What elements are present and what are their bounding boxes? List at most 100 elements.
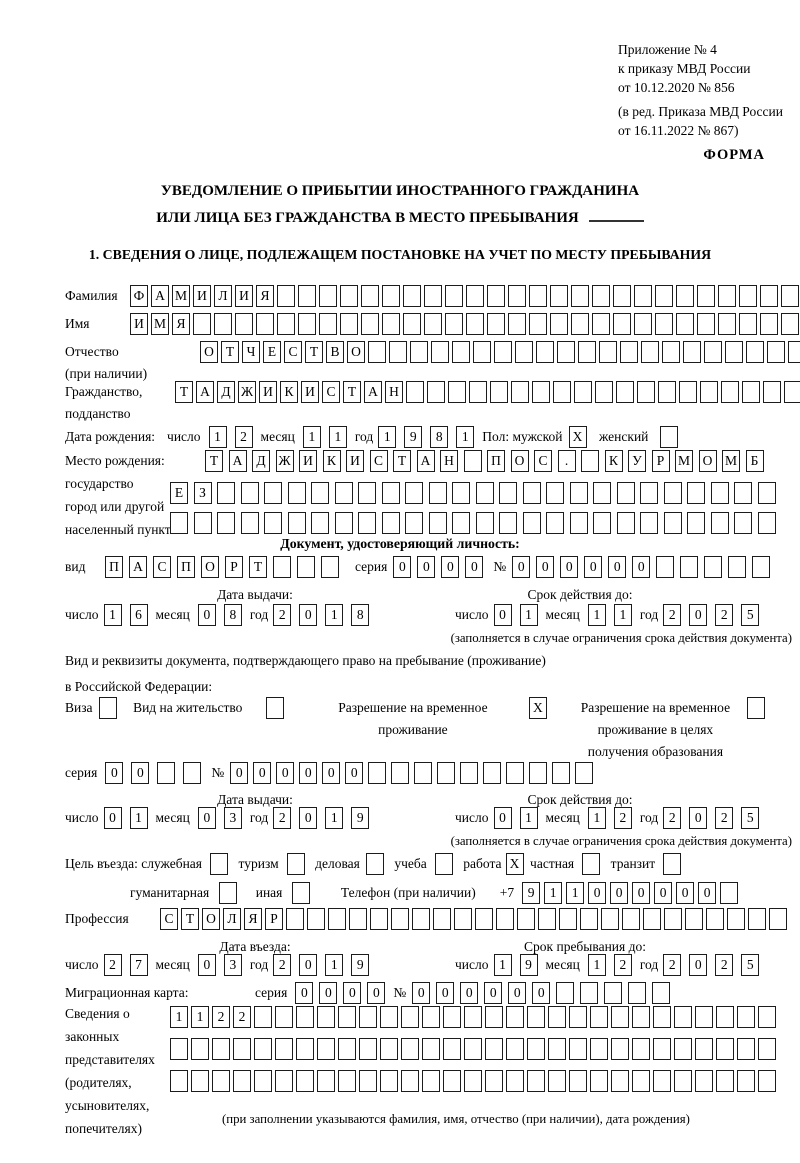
char-cell xyxy=(380,1070,398,1092)
char-cell xyxy=(256,313,274,335)
char-cell: X xyxy=(528,697,547,719)
representatives-label-line3: представителях xyxy=(65,1052,155,1067)
char-cell: А xyxy=(228,450,247,472)
char-cell xyxy=(212,1038,230,1060)
residence-doc-intro2: в Российской Федерации: xyxy=(65,679,213,694)
purpose-work-label: работа xyxy=(463,856,502,871)
char-cell xyxy=(499,512,517,534)
char-cell: 0 xyxy=(560,556,579,578)
char-cell xyxy=(334,482,353,504)
char-cell xyxy=(697,313,715,335)
char-cell xyxy=(496,908,514,930)
entry-purpose-row2: гуманитарная иная Телефон (при наличии) … xyxy=(130,882,742,904)
birth-place-label-line1: Место рождения: xyxy=(65,453,165,468)
representatives-label-line2: законных xyxy=(65,1029,120,1044)
char-cell xyxy=(389,341,407,363)
residence-permit-option: Вид на жительство xyxy=(133,697,287,719)
char-cell xyxy=(746,341,764,363)
char-cell xyxy=(748,908,766,930)
char-cell: Т xyxy=(181,908,199,930)
temp-residence-label: Разрешение на временное проживание xyxy=(313,697,513,741)
char-cell xyxy=(157,762,176,784)
char-cell: Я xyxy=(256,285,274,307)
char-cell: 0 xyxy=(197,954,216,976)
char-cell: 9 xyxy=(404,426,423,448)
char-cell xyxy=(532,381,550,403)
char-cell xyxy=(662,341,680,363)
char-cell xyxy=(311,482,329,504)
char-cell xyxy=(275,1070,293,1092)
char-cell xyxy=(296,1070,314,1092)
char-cell xyxy=(406,381,424,403)
char-cell xyxy=(287,482,306,504)
char-cell xyxy=(546,482,564,504)
char-cell xyxy=(298,285,316,307)
char-cell xyxy=(219,882,238,904)
char-cell: X xyxy=(568,426,587,448)
char-cell xyxy=(725,341,743,363)
visa-checkbox xyxy=(98,697,120,719)
char-cell: З xyxy=(193,482,212,504)
representatives-cells-row3 xyxy=(170,1070,779,1092)
char-cell xyxy=(611,1006,629,1028)
char-cell xyxy=(643,908,661,930)
seriya-label: серия xyxy=(255,985,288,1000)
char-cell: 1 xyxy=(456,426,475,448)
char-cell xyxy=(217,512,235,534)
char-cell xyxy=(601,908,619,930)
char-cell xyxy=(527,1070,545,1092)
char-cell xyxy=(737,1070,755,1092)
char-cell xyxy=(266,697,285,719)
char-cell: 0 xyxy=(412,982,431,1004)
char-cell: 9 xyxy=(351,954,370,976)
stay-until-header: Срок пребывания до: xyxy=(524,939,646,954)
char-cell: 1 xyxy=(613,604,632,626)
char-cell xyxy=(522,512,541,534)
char-cell xyxy=(193,313,211,335)
char-cell xyxy=(381,512,400,534)
char-cell: 5 xyxy=(741,807,760,829)
char-cell xyxy=(784,381,800,403)
purpose-humanitarian-checkbox xyxy=(219,882,240,904)
number-label: № xyxy=(493,559,507,574)
char-cell: 0 xyxy=(319,982,338,1004)
char-cell: 0 xyxy=(417,556,436,578)
char-cell xyxy=(460,762,479,784)
representatives-label-line4: (родителях, xyxy=(65,1075,132,1090)
char-cell: 0 xyxy=(197,807,216,829)
month-label: месяц xyxy=(545,607,580,622)
char-cell: 9 xyxy=(522,882,541,904)
char-cell xyxy=(405,512,423,534)
char-cell xyxy=(311,512,329,534)
birth-place-label-line4: населенный пункт xyxy=(65,522,171,537)
char-cell xyxy=(593,512,611,534)
char-cell xyxy=(581,450,599,472)
representatives-label-line6: попечителях) xyxy=(65,1121,142,1136)
char-cell: 2 xyxy=(663,604,682,626)
char-cell xyxy=(758,1006,776,1028)
char-cell: Р xyxy=(225,556,243,578)
char-cell: 0 xyxy=(299,762,318,784)
char-cell: 8 xyxy=(223,604,242,626)
day-label: число xyxy=(455,607,489,622)
char-cell xyxy=(296,1006,314,1028)
char-cell xyxy=(463,450,482,472)
char-cell: О xyxy=(202,908,220,930)
char-cell xyxy=(734,482,752,504)
char-cell: А xyxy=(196,381,214,403)
char-cell: 1 xyxy=(328,426,347,448)
char-cell xyxy=(511,381,529,403)
char-cell xyxy=(210,853,228,875)
char-cell xyxy=(632,1070,650,1092)
profession-label: Профессия xyxy=(65,911,129,926)
char-cell xyxy=(517,908,535,930)
restriction-note: (заполняется в случае ограничения срока … xyxy=(450,834,792,848)
char-cell xyxy=(297,556,315,578)
number-label: № xyxy=(393,985,407,1000)
year-label: год xyxy=(639,957,659,972)
